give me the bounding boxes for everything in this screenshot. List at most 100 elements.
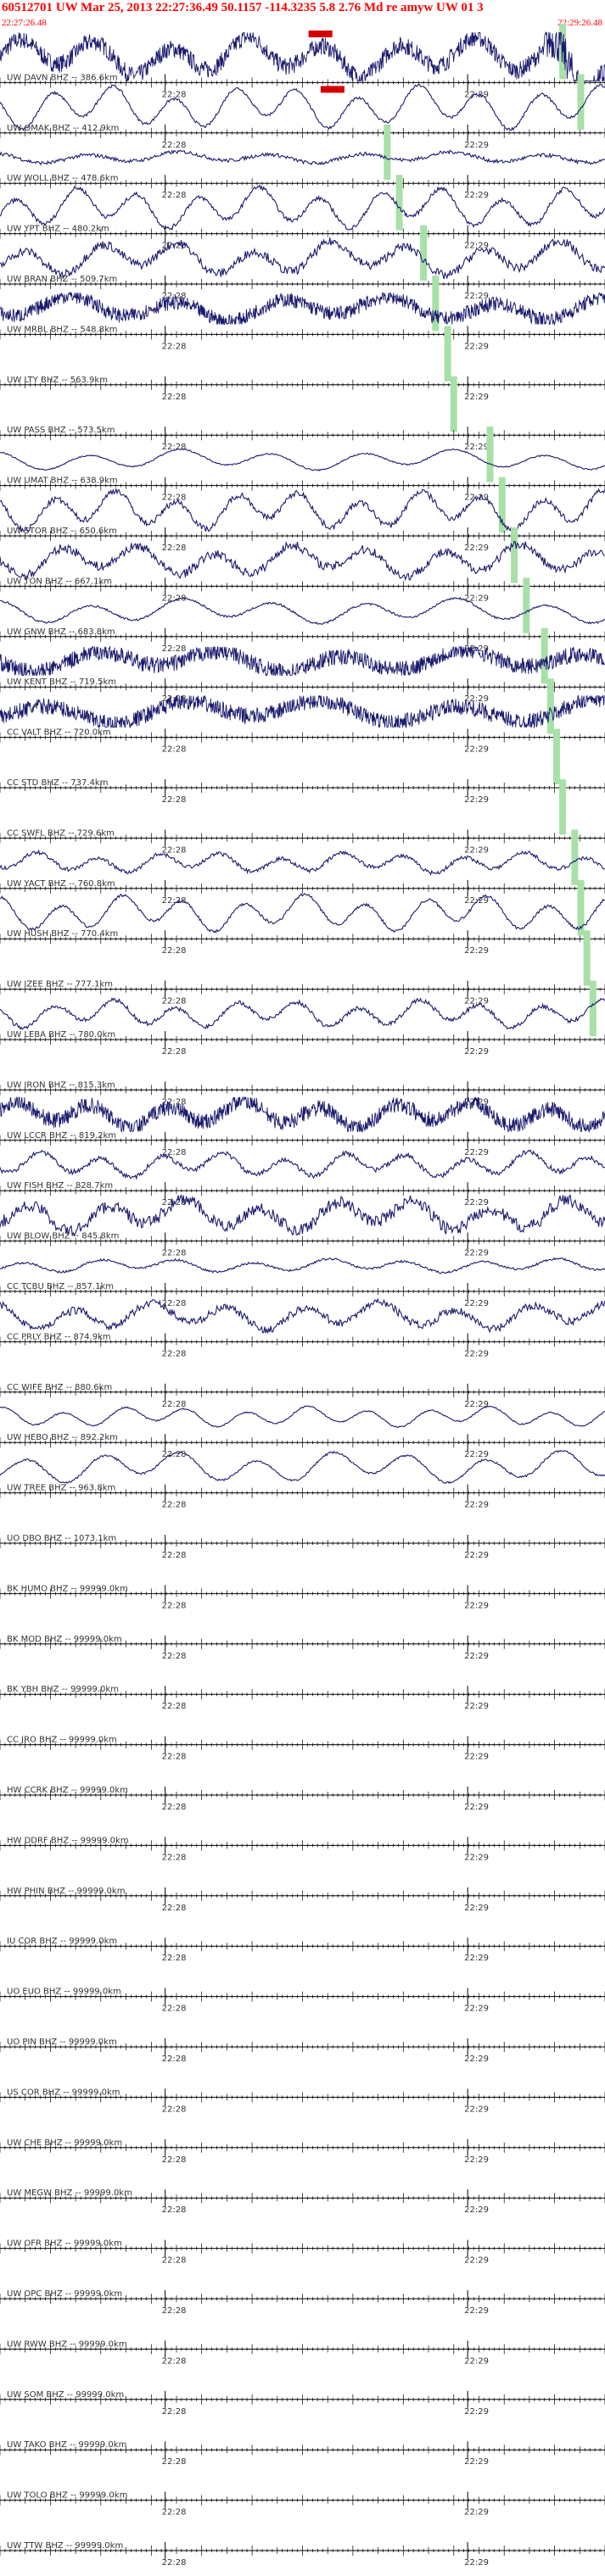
time-tick-label: 22:29 [464,1803,489,1812]
pick-marker [577,879,585,936]
station-row: 22:28 22:29 UW HEBO BHZ -- 892.2km [0,1405,605,1459]
pick-marker [450,376,457,432]
station-row: 22:28 22:29 CC JRO BHZ -- 99999.0km [0,1736,605,1762]
waveform-trace [0,1449,605,1485]
time-tick-label: 22:28 [162,1501,187,1510]
station-row: 22:28 22:29 CC STD BHZ -- 737.4km [0,728,605,805]
time-tick-label: 22:28 [162,644,187,654]
time-tick-label: 22:29 [464,493,489,503]
pick-marker [552,728,560,784]
station-label: UW PASS BHZ -- 573.5km [7,426,115,435]
station-row: 22:28 22:29 UW DAVN BHZ -- 386.6km [0,24,605,99]
time-tick-label: 22:28 [162,1400,187,1409]
station-label: UW IZEE BHZ -- 777.1km [7,980,113,990]
station-row: 22:28 22:29 BK MOD BHZ -- 99999.0km [0,1635,605,1661]
waveform-trace [0,488,605,534]
station-label: BK YBH BHZ -- 99999.0km [7,1685,119,1694]
station-label: CC STD BHZ -- 737.4km [7,778,108,788]
waveform-trace [0,1149,605,1180]
station-row: 22:28 22:29 UW LTY BHZ -- 563.9km [0,326,605,402]
time-tick-label: 22:28 [162,191,187,200]
station-label: UW LCCR BHZ -- 819.2km [7,1131,116,1140]
station-label: UW LTY BHZ -- 563.9km [7,376,108,385]
station-row: 22:28 22:29 UW YACT BHZ -- 760.8km [0,829,605,906]
time-tick-label: 22:29 [464,90,489,99]
station-label: UW TON BHZ -- 667.1km [7,577,112,586]
station-label: CC JRO BHZ -- 99999.0km [7,1736,117,1745]
time-tick-label: 22:28 [162,1702,187,1711]
time-tick-label: 22:28 [162,1652,187,1661]
start-time: 22:27:26.48 [2,18,47,28]
station-row: 22:28 22:29 UW WOLL BHZ -- 478.6km [0,124,605,200]
station-label: UW TREE BHZ -- 963.8km [7,1484,115,1493]
pick-marker [444,326,451,382]
station-row: 22:28 22:29 CC SWFL BHZ -- 729.6km [0,779,605,855]
time-tick-label: 22:29 [464,544,489,553]
waveform-trace [0,149,605,166]
station-label: UW OMAK BHZ -- 412.9km [7,124,119,133]
time-tick-label: 22:28 [162,1299,187,1308]
time-tick-label: 22:29 [464,1853,489,1862]
time-tick-label: 22:29 [464,1450,489,1459]
time-tick-label: 22:29 [464,1501,489,1510]
station-row: 22:28 22:29 UW LEBA BHZ -- 780.0km [0,980,605,1057]
pick-marker [420,225,428,281]
time-tick-label: 22:28 [162,745,187,755]
station-row: 22:28 22:29 CC TCBU BHZ -- 857.1km [0,1257,605,1308]
station-label: UW GNW BHZ -- 683.8km [7,627,115,637]
time-tick-label: 22:29 [464,1198,489,1207]
station-row: 22:28 22:29 UW TREE BHZ -- 963.8km [0,1449,605,1510]
time-tick-label: 22:29 [464,896,489,906]
waveform-trace [0,694,605,729]
time-tick-label: 22:29 [464,1349,489,1358]
time-tick-label: 22:28 [162,1047,187,1057]
time-tick-label: 22:28 [162,1249,187,1258]
time-tick-label: 22:29 [464,1551,489,1560]
station-row: 22:28 22:29 UW LCCR BHZ -- 819.2km [0,1096,605,1157]
time-tick-label: 22:28 [162,997,187,1006]
station-row: 22:28 22:29 UW BRAN BHZ -- 509.7km [0,225,605,301]
station-label: CC SWFL BHZ -- 729.6km [7,828,115,838]
time-tick-label: 22:28 [162,594,187,603]
header: 60512701 UW Mar 25, 2013 22:27:36.49 50.… [0,0,605,36]
time-tick-label: 22:28 [162,544,187,553]
time-tick-label: 22:29 [464,191,489,200]
time-tick-label: 22:28 [162,1551,187,1560]
station-row: 22:28 22:29 UW PASS BHZ -- 573.5km [0,376,605,452]
pick-marker [511,527,518,583]
time-tick-label: 22:29 [464,1299,489,1308]
station-row: 22:28 22:29 UW HUSH BHZ -- 770.4km [0,879,605,956]
station-label: BK MOD BHZ -- 99999.0km [7,1635,122,1644]
station-label: IU COR BHZ -- 99999.0km [7,1937,117,1946]
time-tick-label: 22:29 [464,1601,489,1610]
station-label: HW CCRK BHZ -- 99999.0km [7,1786,128,1795]
station-row: 22:28 22:29 HW PHIN BHZ -- 99999.0km [0,1887,605,1913]
station-label: CC VALT BHZ -- 720.0km [7,728,111,738]
station-label: UW UMAT BHZ -- 638.9km [7,477,118,486]
time-tick-label: 22:28 [162,896,187,906]
time-tick-label: 22:28 [162,946,187,956]
time-tick-label: 22:29 [464,594,489,603]
station-label: HW PHIN BHZ -- 99999.0km [7,1887,125,1896]
pick-marker [571,829,579,885]
time-tick-label: 22:28 [162,1097,187,1107]
station-label: UW YACT BHZ -- 760.8km [7,879,115,889]
time-tick-label: 22:29 [464,1249,489,1258]
time-tick-label: 22:28 [162,845,187,855]
station-row: 22:28 22:29 CC PRLY BHZ -- 874.9km [0,1297,605,1358]
station-label: HW DDRF BHZ -- 99999.0km [7,1836,129,1845]
station-row: 22:28 22:29 UW GNW BHZ -- 683.8km [0,577,605,654]
station-label: UW HUSH BHZ -- 770.4km [7,929,118,939]
station-label: UW HEBO BHZ -- 892.2km [7,1433,118,1442]
station-label: UW STOR BHZ -- 650.6km [7,527,117,536]
time-tick-label: 22:29 [464,1047,489,1057]
waveform-trace [0,448,605,471]
time-tick-label: 22:28 [162,1904,187,1913]
pick-marker [486,427,494,482]
station-row: 22:28 22:29 UW OMAK BHZ -- 412.9km [0,74,605,150]
station-label: CC WIFE BHZ -- 880.6km [7,1383,112,1392]
station-label: UW BRAN BHZ -- 509.7km [7,275,117,284]
time-tick-label: 22:29 [464,1954,489,1963]
station-label: UW YPT BHZ -- 480.2km [7,225,109,234]
